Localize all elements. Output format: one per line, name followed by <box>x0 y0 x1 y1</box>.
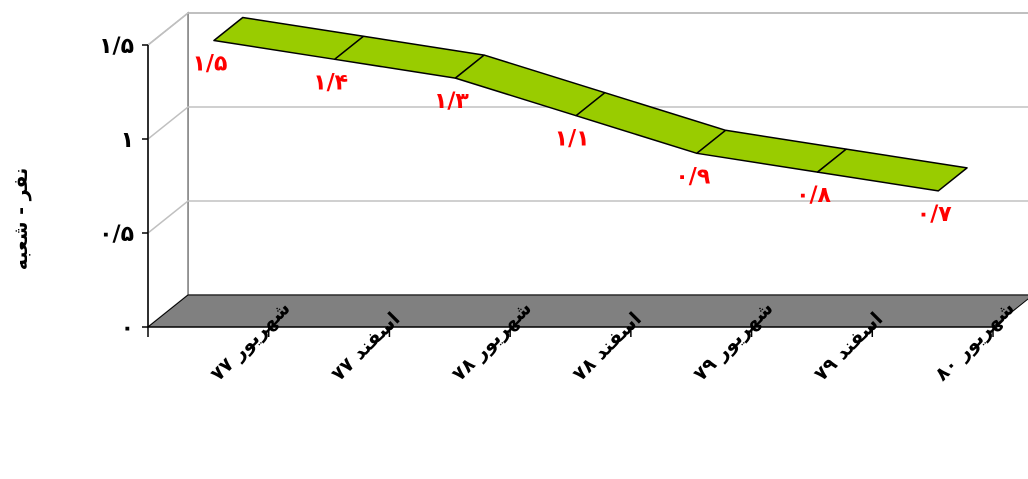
data-label: ۱/۴ <box>313 70 348 95</box>
y-tick-label: ۰/۵ <box>99 222 134 247</box>
ribbon-segment <box>816 148 968 192</box>
y-tick-label: ۰ <box>121 316 134 341</box>
gridlines <box>147 12 1028 234</box>
data-label: ۰/۹ <box>675 164 710 189</box>
data-labels: ۱/۵ ۱/۴ ۱/۳ ۱/۱ ۰/۹ ۰/۸ ۰/۷ <box>193 52 953 227</box>
gridline <box>147 12 1028 46</box>
data-label: ۱/۵ <box>193 52 228 77</box>
y-axis-label: نفر - شعبه <box>10 168 32 270</box>
data-label: ۱/۱ <box>555 127 590 152</box>
side-wall <box>147 11 189 329</box>
axes <box>142 44 994 337</box>
data-label: ۱/۳ <box>434 89 469 114</box>
data-label: ۰/۷ <box>917 202 952 227</box>
chart-walls <box>146 11 1028 329</box>
gridline <box>147 200 1028 234</box>
gridline <box>147 106 1028 140</box>
y-tick-label: ۱ <box>121 128 134 153</box>
data-label: ۰/۸ <box>796 183 831 208</box>
ribbon-series <box>213 16 968 192</box>
y-tick-label: ۱/۵ <box>99 34 134 59</box>
y-tick-labels: ۰ ۰/۵ ۱ ۱/۵ <box>99 34 134 341</box>
